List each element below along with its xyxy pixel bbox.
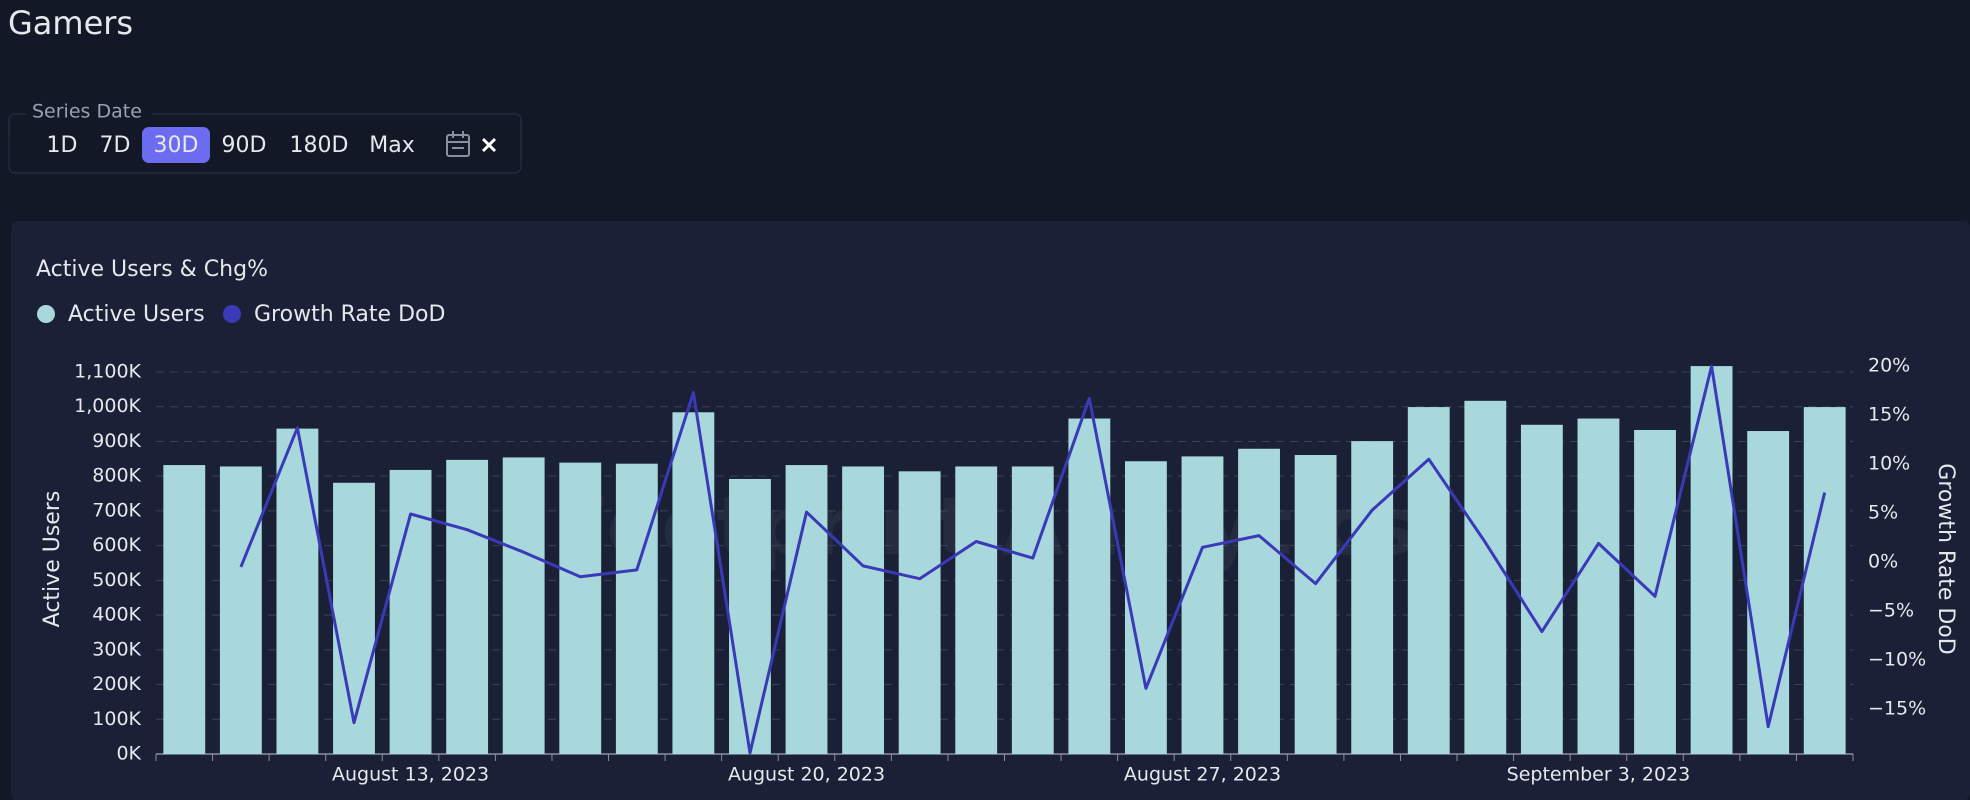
y-axis-title: Active Users [40, 491, 65, 628]
bar [333, 482, 375, 754]
x-tick-label: August 27, 2023 [1124, 764, 1281, 786]
date-option[interactable]: 180D [290, 133, 349, 158]
y-tick-label: 100K [92, 708, 141, 730]
chart: Active Users Growth Rate DoD 0K 100K 200K 300… [37, 302, 1958, 786]
bar [729, 478, 771, 754]
bar [1747, 431, 1790, 754]
bar [1520, 424, 1563, 754]
y2-tick-label: 0% [1868, 551, 1898, 573]
date-option[interactable]: 7D [100, 133, 131, 158]
bar [1577, 418, 1620, 754]
y2-tick-label: −15% [1868, 697, 1926, 719]
y2-tick-label: 15% [1868, 404, 1910, 426]
y-tick-label: 500K [92, 569, 141, 591]
date-option[interactable]: Max [369, 133, 414, 158]
bar [785, 465, 828, 754]
line-series [239, 364, 1827, 755]
x-tick-label: August 13, 2023 [332, 764, 489, 786]
label-backdrop [26, 104, 152, 122]
bar [276, 428, 319, 754]
bar [1464, 400, 1507, 754]
y2-tick-label: 5% [1868, 502, 1898, 524]
y-tick-label: 600K [92, 534, 141, 556]
clear-button[interactable] [481, 137, 497, 153]
x-tick-label: September 3, 2023 [1507, 764, 1691, 786]
legend-marker [223, 305, 241, 323]
y2-tick-label: 10% [1868, 453, 1910, 475]
y-tick-label: 400K [92, 604, 141, 626]
bar [1690, 366, 1733, 754]
bar [1181, 456, 1224, 754]
bar [559, 462, 602, 754]
page-title: Gamers [8, 4, 133, 42]
bar [163, 465, 206, 754]
y-tick-label: 1,100K [74, 361, 141, 383]
bar [1407, 407, 1450, 754]
y-tick-label: 300K [92, 638, 141, 660]
bar [1238, 448, 1280, 754]
y2-tick-label: −5% [1868, 599, 1914, 621]
bar [898, 471, 941, 754]
y-tick-label: 800K [92, 465, 141, 487]
y-tick-label: 900K [92, 430, 141, 452]
date-option[interactable]: 30D [154, 133, 199, 158]
bar [1124, 461, 1167, 754]
y2-tick-label: 20% [1868, 355, 1910, 377]
chart-title: Active Users & Chg% [36, 257, 268, 282]
bar [672, 412, 715, 754]
y-tick-label: 0K [116, 743, 141, 765]
y-tick-label: 1,000K [74, 395, 141, 417]
bar [1803, 407, 1846, 754]
date-options: 1D 7D 30D 90D 180D Max [47, 127, 415, 163]
y-tick-label: 200K [92, 673, 141, 695]
y2-tick-label: −10% [1868, 648, 1926, 670]
bar [615, 463, 658, 754]
y-tick-label: 700K [92, 499, 141, 521]
bar [219, 466, 262, 754]
bar [842, 466, 885, 754]
legend-label: Growth Rate DoD [254, 302, 445, 327]
x-tick-label: August 20, 2023 [728, 764, 885, 786]
bar [1351, 441, 1394, 754]
bar [1011, 466, 1054, 754]
legend-label: Active Users [68, 302, 205, 327]
date-option[interactable]: 1D [47, 133, 78, 158]
selected-option-bg [142, 127, 210, 163]
bar [502, 457, 545, 754]
date-filter-box [8, 113, 522, 174]
legend-marker [37, 305, 55, 323]
bar [955, 466, 998, 754]
bar [446, 459, 489, 754]
date-option[interactable]: 90D [222, 133, 267, 158]
calendar-icon[interactable] [446, 131, 470, 157]
bar [1294, 454, 1337, 754]
filter-label: Series Date [32, 101, 142, 123]
y2-axis-title: Growth Rate DoD [1933, 463, 1958, 654]
